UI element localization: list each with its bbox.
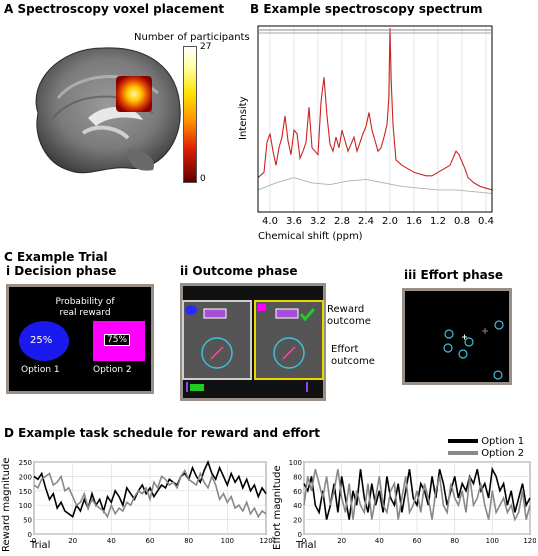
- effort-y-tick-4: 80: [293, 473, 302, 481]
- spectrum-series-1: [257, 27, 493, 191]
- reward-schedule-chart: 0 50 100 150 200 250 0 20 40 60 80 100 120: [19, 459, 272, 545]
- legend-swatch-option2: [448, 451, 478, 455]
- effort-x-tick-0: 0: [302, 537, 306, 545]
- option1-marker: [185, 305, 197, 315]
- probability-label-line2: real reward: [59, 308, 111, 318]
- effort-dial-left: [201, 337, 233, 369]
- spectrum-series-2: [257, 177, 493, 194]
- reward-series-1: [33, 459, 267, 519]
- spectrum-x-tick-2: 3.2: [310, 216, 326, 227]
- panel-c-title: C Example Trial: [4, 250, 108, 264]
- effort-x-tick-4: 80: [450, 537, 459, 545]
- option2-marker: [258, 304, 266, 311]
- option1-label: Option 1: [21, 365, 60, 375]
- spectrum-x-tick-8: 0.8: [454, 216, 470, 227]
- legend-swatch-option1: [448, 439, 478, 443]
- reward-y-tick-0: 0: [28, 531, 32, 539]
- reward-ylabel: Reward magnitude: [1, 457, 12, 552]
- spectrum-ylabel: Intensity: [238, 96, 249, 140]
- probability-label: Probability of real reward: [45, 297, 125, 319]
- effort-xlabel: Trial: [296, 540, 317, 551]
- legend-option2: Option 2: [448, 448, 524, 460]
- outcome-phase-screen: [180, 283, 326, 401]
- reward-y-tick-2: 100: [19, 502, 32, 510]
- reward-x-tick-5: 100: [221, 537, 234, 545]
- colorbar-label: Number of participants: [134, 32, 250, 43]
- decision-phase-screen: Probability of real reward 25% 75% Optio…: [6, 284, 154, 394]
- effort-x-tick-1: 20: [337, 537, 346, 545]
- brain-sagittal-image: [35, 47, 181, 174]
- colorbar: [183, 46, 197, 183]
- effort-dial-right: [273, 337, 305, 369]
- option1-circle: [19, 321, 69, 361]
- effort-y-tick-5: 100: [289, 459, 302, 467]
- spectrum-x-tick-4: 2.4: [358, 216, 374, 227]
- legend-label-option2: Option 2: [481, 448, 525, 459]
- panel-a-title: A Spectroscopy voxel placement: [4, 2, 225, 16]
- reward-x-tick-6: 120: [259, 537, 272, 545]
- colorbar-min: 0: [200, 174, 206, 184]
- effort-x-tick-3: 60: [413, 537, 422, 545]
- panel-b-title: B Example spectroscopy spectrum: [250, 2, 483, 16]
- effort-outcome-line1: Effort: [331, 344, 359, 355]
- reward-x-tick-0: 0: [32, 537, 36, 545]
- reward-y-tick-3: 150: [19, 488, 32, 496]
- panel-d-title: D Example task schedule for reward and e…: [4, 426, 320, 440]
- checkmark-icon: [299, 307, 316, 322]
- effort-series-1: [303, 466, 531, 520]
- reward-bar-right: [275, 308, 299, 319]
- spectrum-x-tick-1: 3.6: [286, 216, 302, 227]
- reward-outcome-line1: Reward: [327, 304, 365, 315]
- effort-phase-title: iii Effort phase: [404, 268, 504, 282]
- reward-y-tick-1: 50: [23, 517, 32, 525]
- effort-x-tick-6: 120: [523, 537, 536, 545]
- effort-x-tick-2: 40: [375, 537, 384, 545]
- effort-phase-screen: [402, 288, 512, 385]
- effort-y-tick-0: 0: [298, 531, 302, 539]
- spectrum-x-tick-6: 1.6: [406, 216, 422, 227]
- effort-outcome-label: Effort outcome: [331, 344, 375, 368]
- spectrum-x-tick-0: 4.0: [262, 216, 278, 227]
- reward-xlabel: Trial: [30, 540, 51, 551]
- reward-outcome-line2: outcome: [327, 316, 371, 327]
- reward-outcome-label: Reward outcome: [327, 304, 371, 328]
- legend-option1: Option 1: [448, 436, 524, 448]
- spectrum-x-tick-9: 0.4: [478, 216, 494, 227]
- spectrum-x-tick-5: 2.0: [382, 216, 398, 227]
- option2-percent: 75%: [104, 334, 131, 346]
- effort-schedule-chart: 0 20 40 60 80 100 0 20 40 60 80 100 120: [289, 459, 536, 545]
- spectrum-xlabel: Chemical shift (ppm): [258, 231, 363, 242]
- effort-outcome-line2: outcome: [331, 356, 375, 367]
- spectrum-x-tick-7: 1.2: [430, 216, 446, 227]
- effort-y-tick-1: 20: [293, 517, 302, 525]
- reward-bar-left: [203, 308, 227, 319]
- probability-label-line1: Probability of: [55, 297, 115, 307]
- option2-label: Option 2: [93, 365, 132, 375]
- outcome-phase-title: ii Outcome phase: [180, 264, 298, 278]
- effort-y-tick-3: 60: [293, 488, 302, 496]
- effort-y-tick-2: 40: [293, 502, 302, 510]
- reward-y-tick-4: 200: [19, 473, 32, 481]
- reward-x-tick-4: 80: [184, 537, 193, 545]
- reward-x-tick-1: 20: [68, 537, 77, 545]
- spectrum-chart: 4.0 3.6 3.2 2.8 2.4 2.0 1.6 1.2 0.8 0.4: [257, 25, 494, 227]
- progress-bar: [190, 384, 204, 391]
- voxel-heatmap: [116, 76, 152, 112]
- reward-x-tick-3: 60: [146, 537, 155, 545]
- option1-percent: 25%: [30, 335, 53, 346]
- effort-series-2: [303, 468, 531, 522]
- reward-y-tick-5: 250: [19, 459, 32, 467]
- legend: Option 1 Option 2: [448, 436, 524, 460]
- reward-x-tick-2: 40: [107, 537, 116, 545]
- decision-phase-title: i Decision phase: [6, 264, 117, 278]
- legend-label-option1: Option 1: [481, 436, 525, 447]
- reward-series-2: [33, 468, 267, 519]
- colorbar-max: 27: [200, 42, 212, 52]
- spectrum-x-tick-3: 2.8: [334, 216, 350, 227]
- effort-x-tick-5: 100: [486, 537, 499, 545]
